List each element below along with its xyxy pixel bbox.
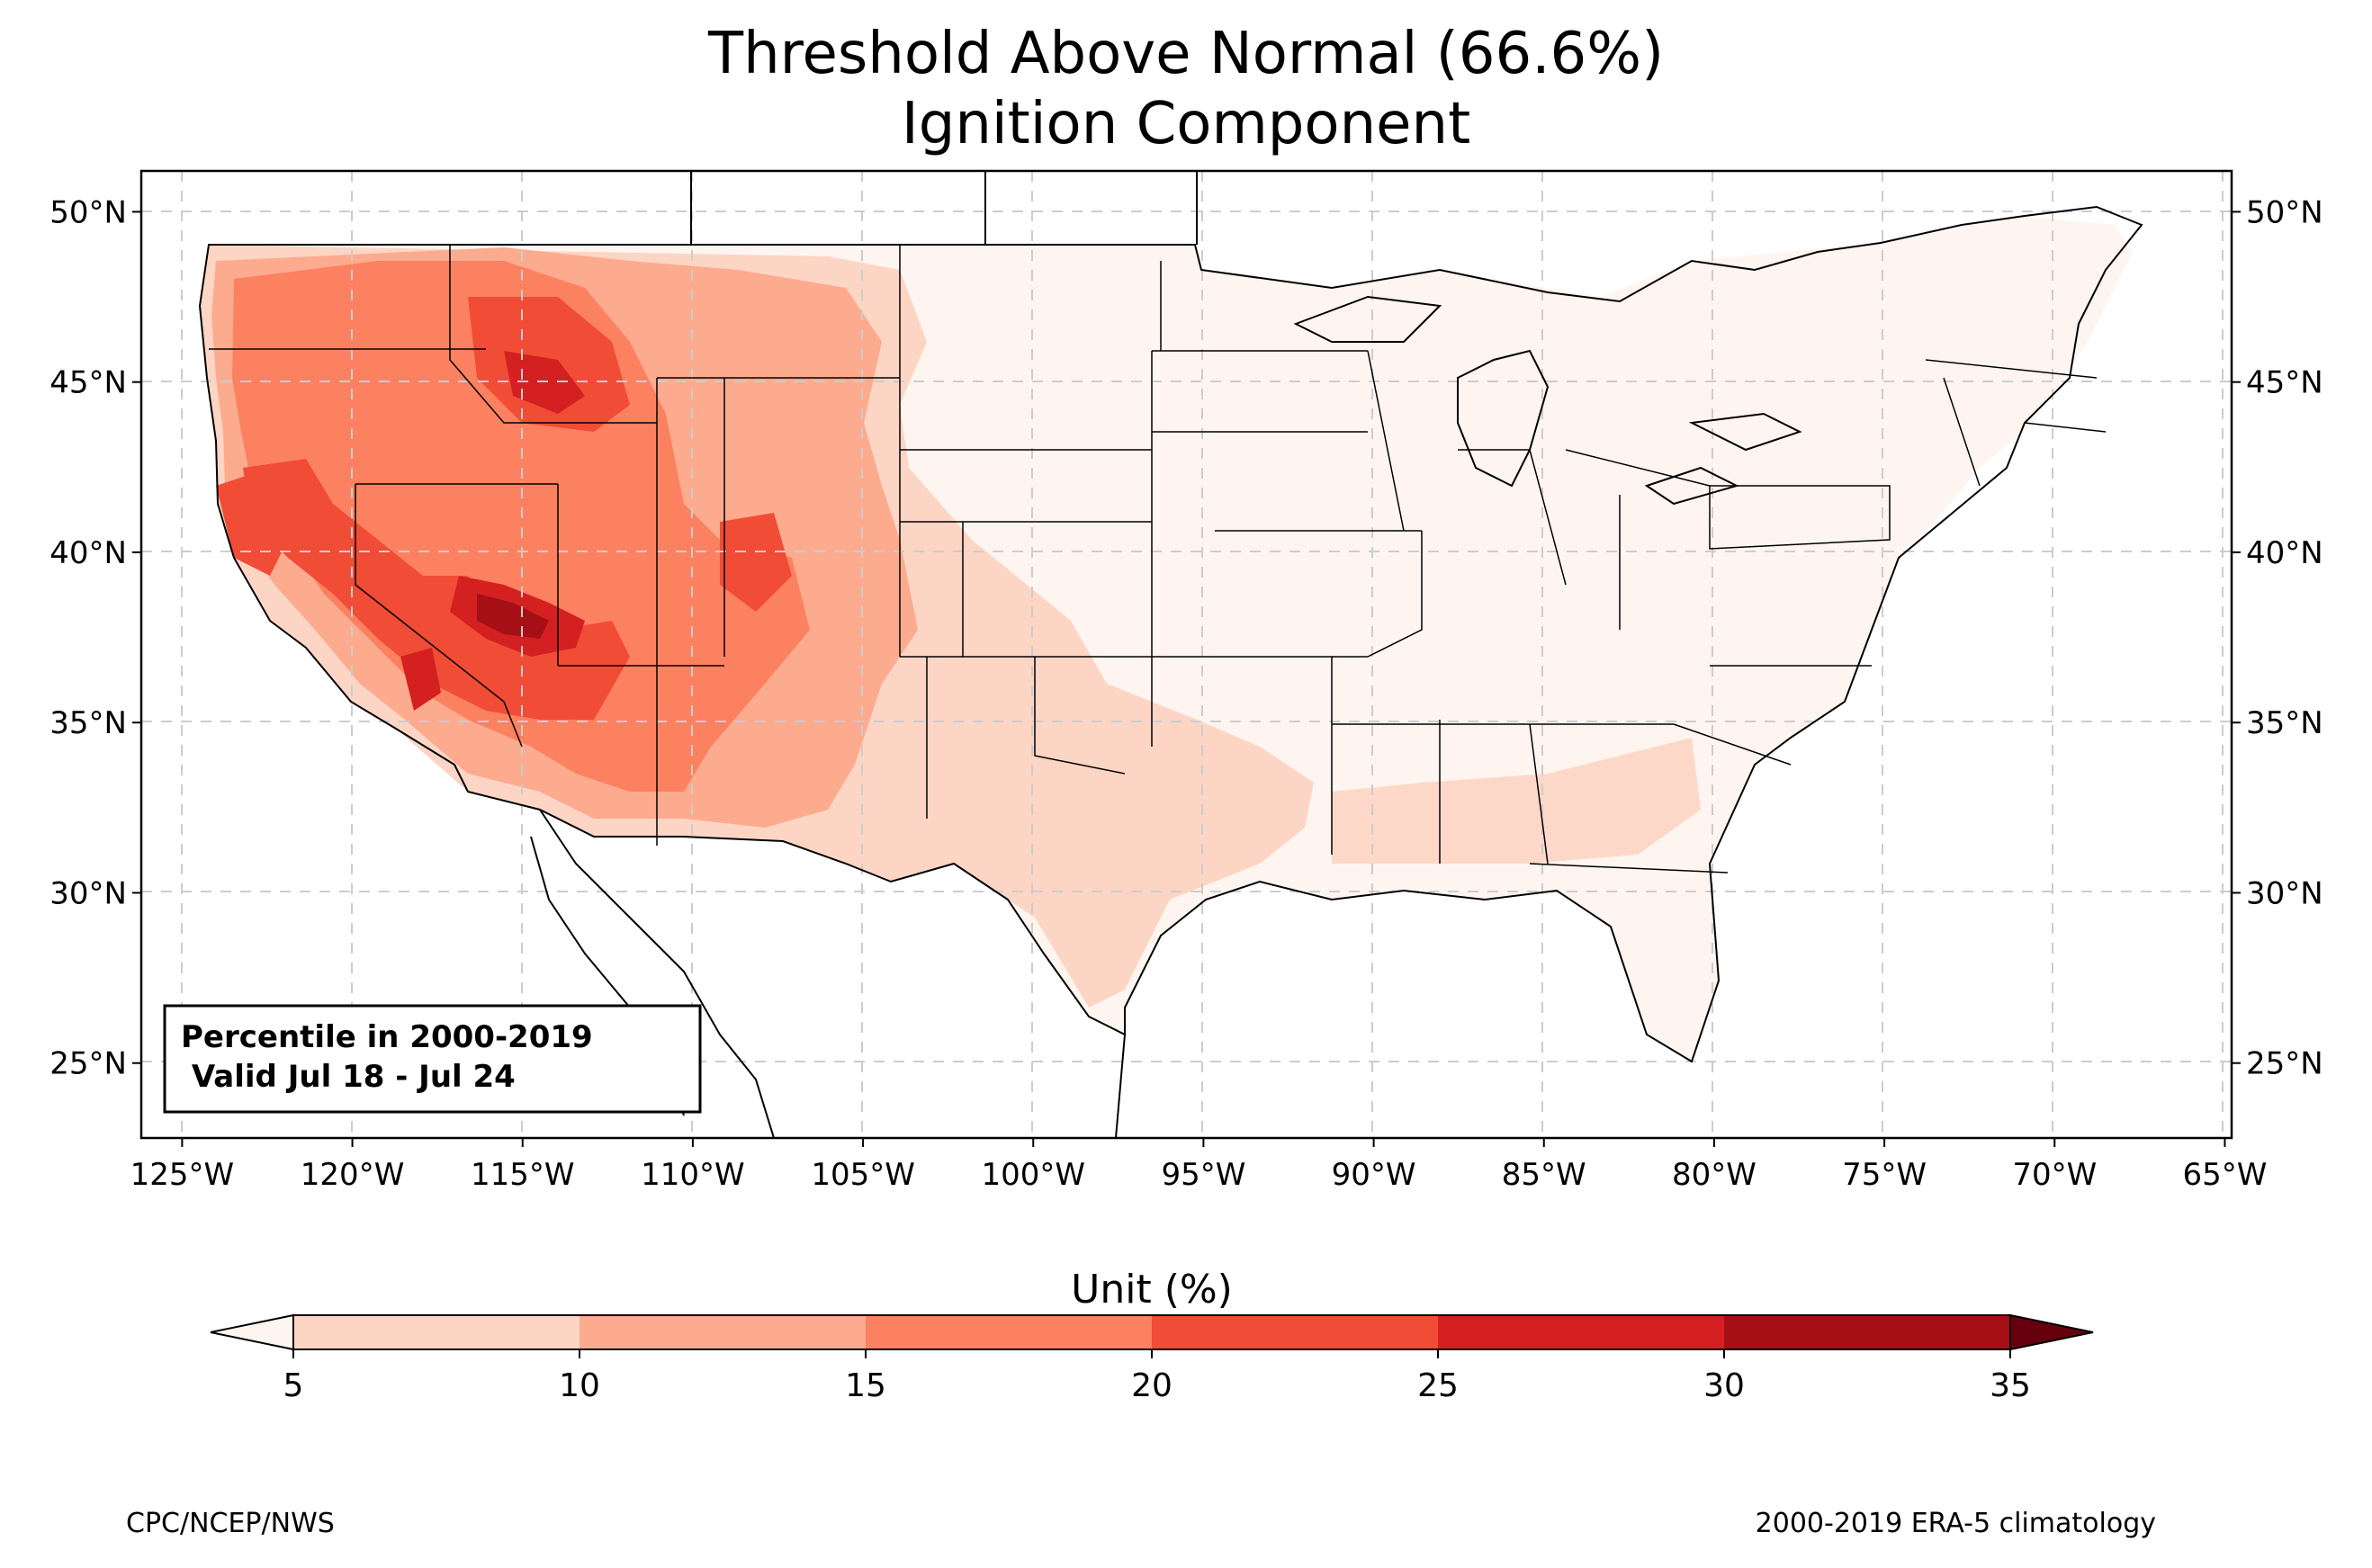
longitude-ticks: 125°W 120°W 115°W 110°W 105°W 100°W 95°W 90°W 85…: [130, 1138, 2267, 1193]
lon-tick-label: 110°W: [641, 1157, 745, 1193]
colorbar-bin: [580, 1315, 866, 1349]
colorbar-tick-label: 15: [845, 1367, 886, 1404]
colorbar-tick-label: 20: [1131, 1367, 1173, 1404]
colorbar-bin: [1438, 1315, 1724, 1349]
lon-tick-label: 90°W: [1332, 1157, 1416, 1193]
colorbar-bin: [866, 1315, 1152, 1349]
footer-credit: CPC/NCEP/NWS: [126, 1508, 335, 1539]
band-30-35: [477, 594, 549, 639]
lat-tick-label: 40°N: [49, 535, 127, 571]
colorbar-tick-label: 5: [283, 1367, 304, 1404]
lat-tick-label: 30°N: [2246, 875, 2323, 911]
lat-tick-label: 35°N: [49, 705, 127, 741]
lat-tick-label: 45°N: [2246, 365, 2323, 401]
colorbar-label: Unit (%): [1071, 1267, 1233, 1313]
lon-tick-label: 125°W: [130, 1157, 235, 1193]
lat-tick-label: 35°N: [2246, 705, 2323, 741]
colorbar-over-arrow: [2009, 1313, 2094, 1351]
latitude-ticks-left: 50°N 45°N 40°N 35°N 30°N 25°N: [49, 194, 141, 1082]
lon-tick-label: 80°W: [1672, 1157, 1757, 1193]
colorbar-bin: [1152, 1315, 1438, 1349]
lon-tick-label: 95°W: [1161, 1157, 1245, 1193]
lat-tick-label: 30°N: [49, 875, 127, 911]
us-outline: [198, 205, 2143, 1063]
mexico-coast: [539, 809, 1126, 1138]
footer-climatology: 2000-2019 ERA-5 climatology: [1755, 1508, 2156, 1539]
colorbar-bin: [1724, 1315, 2010, 1349]
lon-tick-label: 120°W: [301, 1157, 405, 1193]
band-5-10-gulf: [1332, 738, 1701, 864]
colorbar-under-arrow: [210, 1313, 294, 1351]
annotation-line1: Percentile in 2000-2019: [181, 1019, 593, 1055]
colorbar: 5 10 15 20 25 30 35: [210, 1313, 2094, 1404]
colorbar-tick-label: 35: [1990, 1367, 2031, 1404]
lat-tick-label: 45°N: [49, 365, 127, 401]
lat-tick-label: 50°N: [49, 194, 127, 230]
band-15-20: [232, 261, 810, 792]
lon-tick-label: 70°W: [2012, 1157, 2097, 1193]
lon-tick-label: 105°W: [811, 1157, 915, 1193]
state-borders: [209, 245, 2107, 874]
map-frame: [139, 169, 2233, 1140]
lon-tick-label: 75°W: [1842, 1157, 1927, 1193]
lon-tick-label: 115°W: [471, 1157, 575, 1193]
lat-tick-label: 25°N: [49, 1046, 127, 1082]
band-25-30-c: [400, 648, 441, 711]
annotation-line2: Valid Jul 18 - Jul 24: [181, 1059, 516, 1095]
lon-tick-label: 65°W: [2182, 1157, 2267, 1193]
colorbar-tick-label: 10: [559, 1367, 600, 1404]
band-20-25-c: [720, 513, 792, 612]
lat-tick-label: 40°N: [2246, 535, 2323, 571]
colorbar-tick-label: 30: [1703, 1367, 1745, 1404]
map-title-line2: Ignition Component: [901, 91, 1471, 157]
band-20-25-d: [216, 468, 297, 576]
lon-tick-label: 85°W: [1502, 1157, 1586, 1193]
latitude-ticks-right: 50°N 45°N 40°N 35°N 30°N 25°N: [2232, 194, 2323, 1082]
canada-border-lines: [690, 171, 1198, 245]
lat-tick-label: 25°N: [2246, 1046, 2323, 1082]
map-title-line1: Threshold Above Normal (66.6%): [707, 21, 1665, 87]
colorbar-tick-label: 25: [1417, 1367, 1459, 1404]
map-content: [141, 171, 2232, 1138]
colorbar-bin: [293, 1315, 580, 1349]
annotation-box: Percentile in 2000-2019 Valid Jul 18 - J…: [163, 1004, 702, 1114]
lon-tick-label: 100°W: [981, 1157, 1085, 1193]
lat-tick-label: 50°N: [2246, 194, 2323, 230]
